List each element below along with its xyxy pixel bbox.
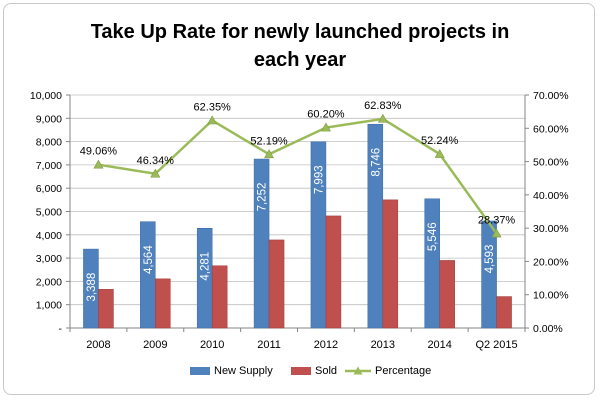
marker-percentage xyxy=(377,113,388,123)
marker-percentage xyxy=(150,168,161,178)
bar-sold xyxy=(268,239,285,329)
y-left-tick-label: 6,000 xyxy=(36,183,62,195)
y-left-tick-label: 8,000 xyxy=(36,137,62,149)
chart-frame xyxy=(3,3,595,395)
y-right-tick-label: 30.00% xyxy=(533,223,569,235)
marker-percentage xyxy=(264,149,275,159)
legend-label: New Supply xyxy=(214,365,273,377)
line-percentage xyxy=(98,117,498,235)
data-label-new-supply: 8,746 xyxy=(370,148,382,177)
y-right-tick-label: 0.00% xyxy=(533,323,563,335)
data-label-percentage: 28.37% xyxy=(478,215,516,227)
y-right-tick-label: 40.00% xyxy=(533,190,569,202)
data-label-percentage: 62.83% xyxy=(364,100,402,112)
marker-percentage xyxy=(434,149,445,158)
data-label-percentage: 49.06% xyxy=(80,146,118,158)
chart-title-line-1: Take Up Rate for newly launched projects… xyxy=(90,21,510,43)
data-label-new-supply: 4,281 xyxy=(200,252,212,281)
legend-label: Sold xyxy=(315,365,337,377)
legend-swatch-marker xyxy=(353,366,363,375)
bar-new-supply xyxy=(83,248,99,329)
data-label-percentage: 60.20% xyxy=(307,109,345,121)
data-label-new-supply: 3,388 xyxy=(86,273,98,302)
x-tick-label: 2012 xyxy=(314,339,338,351)
legend-label: Percentage xyxy=(375,365,431,377)
marker-percentage xyxy=(320,122,331,132)
legend-swatch xyxy=(291,367,311,375)
y-right-tick-label: 50.00% xyxy=(533,157,569,169)
bar-sold xyxy=(439,260,455,329)
y-left-tick-label: 10,000 xyxy=(30,90,62,102)
chart-title-line-2: each year xyxy=(253,49,347,71)
bar-sold xyxy=(155,278,171,329)
data-label-percentage: 46.34% xyxy=(137,155,175,167)
y-left-tick-label: 7,000 xyxy=(36,160,62,172)
data-label-new-supply: 7,993 xyxy=(313,165,325,194)
data-label-new-supply: 4,564 xyxy=(143,245,155,274)
y-right-tick-label: 60.00% xyxy=(533,123,569,135)
x-tick-label: 2011 xyxy=(257,339,281,351)
x-tick-label: 2014 xyxy=(427,339,451,351)
bar-sold xyxy=(325,215,342,329)
x-tick-label: 2008 xyxy=(86,339,110,351)
data-label-percentage: 52.19% xyxy=(250,135,288,147)
y-left-tick-label: 5,000 xyxy=(36,207,62,219)
marker-percentage xyxy=(207,115,218,125)
data-label-new-supply: 4,593 xyxy=(484,245,496,274)
y-left-tick-label: 2,000 xyxy=(36,276,62,288)
legend-swatch xyxy=(190,367,210,375)
y-right-tick-label: 70.00% xyxy=(533,90,569,102)
y-left-tick-label: 9,000 xyxy=(36,113,62,125)
bar-sold xyxy=(496,296,512,329)
x-tick-label: 2009 xyxy=(143,339,167,351)
x-tick-label: 2010 xyxy=(200,339,224,351)
y-right-tick-label: 20.00% xyxy=(533,256,569,268)
bar-sold xyxy=(382,199,399,329)
marker-percentage xyxy=(93,159,104,169)
x-tick-label: Q2 2015 xyxy=(475,339,517,351)
marker-percentage xyxy=(491,228,502,238)
y-right-tick-label: 10.00% xyxy=(533,290,569,302)
bar-sold xyxy=(98,289,114,329)
data-label-percentage: 62.35% xyxy=(194,101,232,113)
data-label-percentage: 52.24% xyxy=(421,135,459,147)
y-left-tick-label: 1,000 xyxy=(36,300,62,312)
data-label-new-supply: 5,546 xyxy=(427,222,439,251)
bar-new-supply xyxy=(140,221,156,329)
chart-title: Take Up Rate for newly launched projects… xyxy=(0,18,600,74)
y-left-tick-label: 4,000 xyxy=(36,230,62,242)
x-tick-label: 2013 xyxy=(371,339,395,351)
bar-sold xyxy=(211,265,228,329)
y-left-tick-label: 3,000 xyxy=(36,253,62,265)
data-label-new-supply: 7,252 xyxy=(257,183,269,212)
y-left-tick-label: - xyxy=(59,323,63,335)
bar-new-supply xyxy=(424,198,440,329)
